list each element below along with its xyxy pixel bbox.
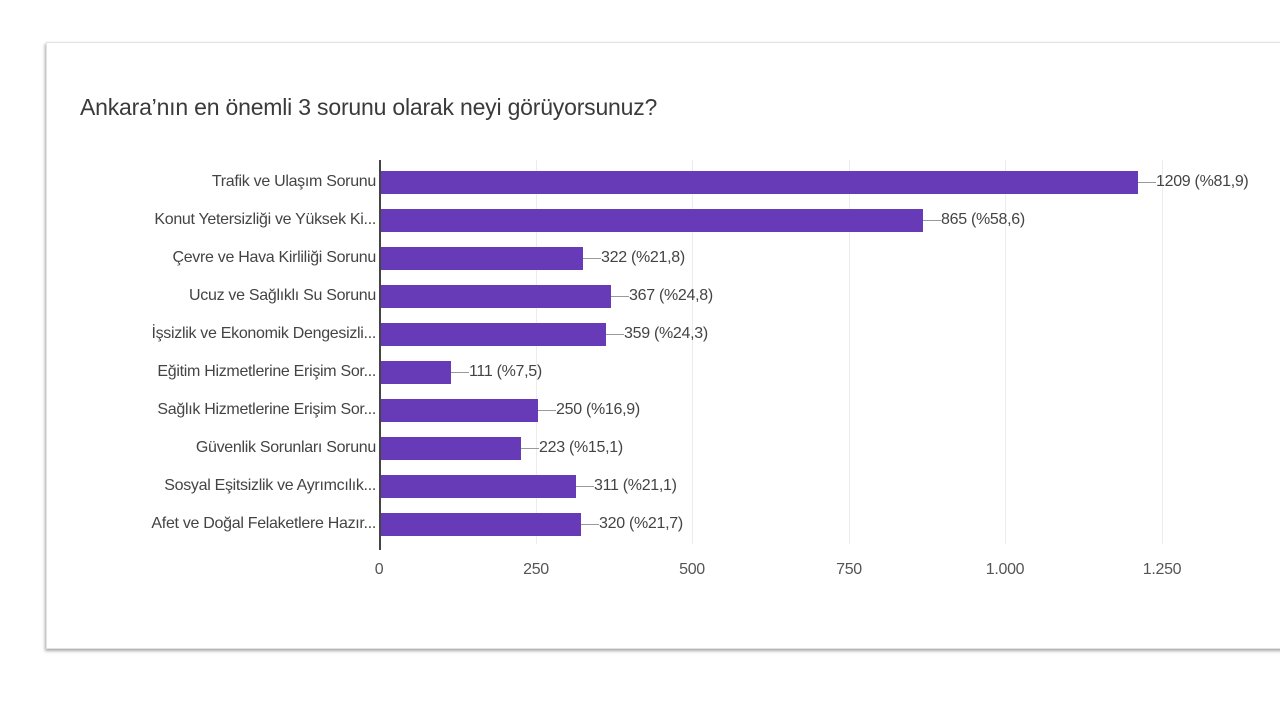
label-leader-line — [1138, 182, 1156, 183]
data-label: 1209 (%81,9) — [1156, 173, 1249, 190]
y-axis-line — [379, 160, 381, 550]
label-leader-line — [583, 258, 601, 259]
label-leader-line — [581, 524, 599, 525]
data-label: 250 (%16,9) — [556, 401, 640, 418]
bar[interactable] — [381, 513, 581, 536]
category-label: Afet ve Doğal Felaketlere Hazır... — [151, 515, 376, 532]
category-label: Trafik ve Ulaşım Sorunu — [211, 173, 376, 190]
label-leader-line — [576, 486, 594, 487]
bar[interactable] — [381, 323, 606, 346]
gridline — [1162, 160, 1163, 544]
bar[interactable] — [381, 437, 521, 460]
bar[interactable] — [381, 399, 538, 422]
bar[interactable] — [381, 475, 576, 498]
category-label: Konut Yetersizliği ve Yüksek Ki... — [154, 211, 376, 228]
x-tick-label: 750 — [836, 561, 862, 578]
x-tick-label: 250 — [523, 561, 549, 578]
gridline — [849, 160, 850, 544]
label-leader-line — [451, 372, 469, 373]
x-tick-label: 1.000 — [985, 561, 1025, 578]
data-label: 865 (%58,6) — [941, 211, 1025, 228]
label-leader-line — [923, 220, 941, 221]
bar[interactable] — [381, 361, 451, 384]
gridline — [692, 160, 693, 544]
bar[interactable] — [381, 247, 583, 270]
category-label: Ucuz ve Sağlıklı Su Sorunu — [189, 287, 376, 304]
category-label: Güvenlik Sorunları Sorunu — [195, 439, 376, 456]
bar[interactable] — [381, 209, 923, 232]
label-leader-line — [521, 448, 539, 449]
bar[interactable] — [381, 171, 1138, 194]
category-label: Eğitim Hizmetlerine Erişim Sor... — [157, 363, 376, 380]
label-leader-line — [606, 334, 624, 335]
label-leader-line — [611, 296, 629, 297]
bar[interactable] — [381, 285, 611, 308]
category-label: Çevre ve Hava Kirliliği Sorunu — [172, 249, 376, 266]
x-tick-label: 500 — [679, 561, 705, 578]
label-leader-line — [538, 410, 556, 411]
category-label: Sosyal Eşitsizlik ve Ayrımcılık... — [164, 477, 376, 494]
category-label: İşsizlik ve Ekonomik Dengesizli... — [151, 325, 376, 342]
category-label: Sağlık Hizmetlerine Erişim Sor... — [157, 401, 376, 418]
data-label: 322 (%21,8) — [601, 249, 685, 266]
data-label: 359 (%24,3) — [624, 325, 708, 342]
chart-card — [46, 42, 1280, 649]
gridline — [1005, 160, 1006, 544]
question-title: Ankara’nın en önemli 3 sorunu olarak ney… — [80, 94, 658, 120]
data-label: 311 (%21,1) — [594, 477, 677, 494]
data-label: 367 (%24,8) — [629, 287, 713, 304]
x-tick-label: 1.250 — [1142, 561, 1182, 578]
x-tick-label: 0 — [374, 561, 384, 578]
data-label: 223 (%15,1) — [539, 439, 623, 456]
data-label: 320 (%21,7) — [599, 515, 683, 532]
gridline — [536, 160, 537, 544]
data-label: 111 (%7,5) — [469, 363, 542, 380]
